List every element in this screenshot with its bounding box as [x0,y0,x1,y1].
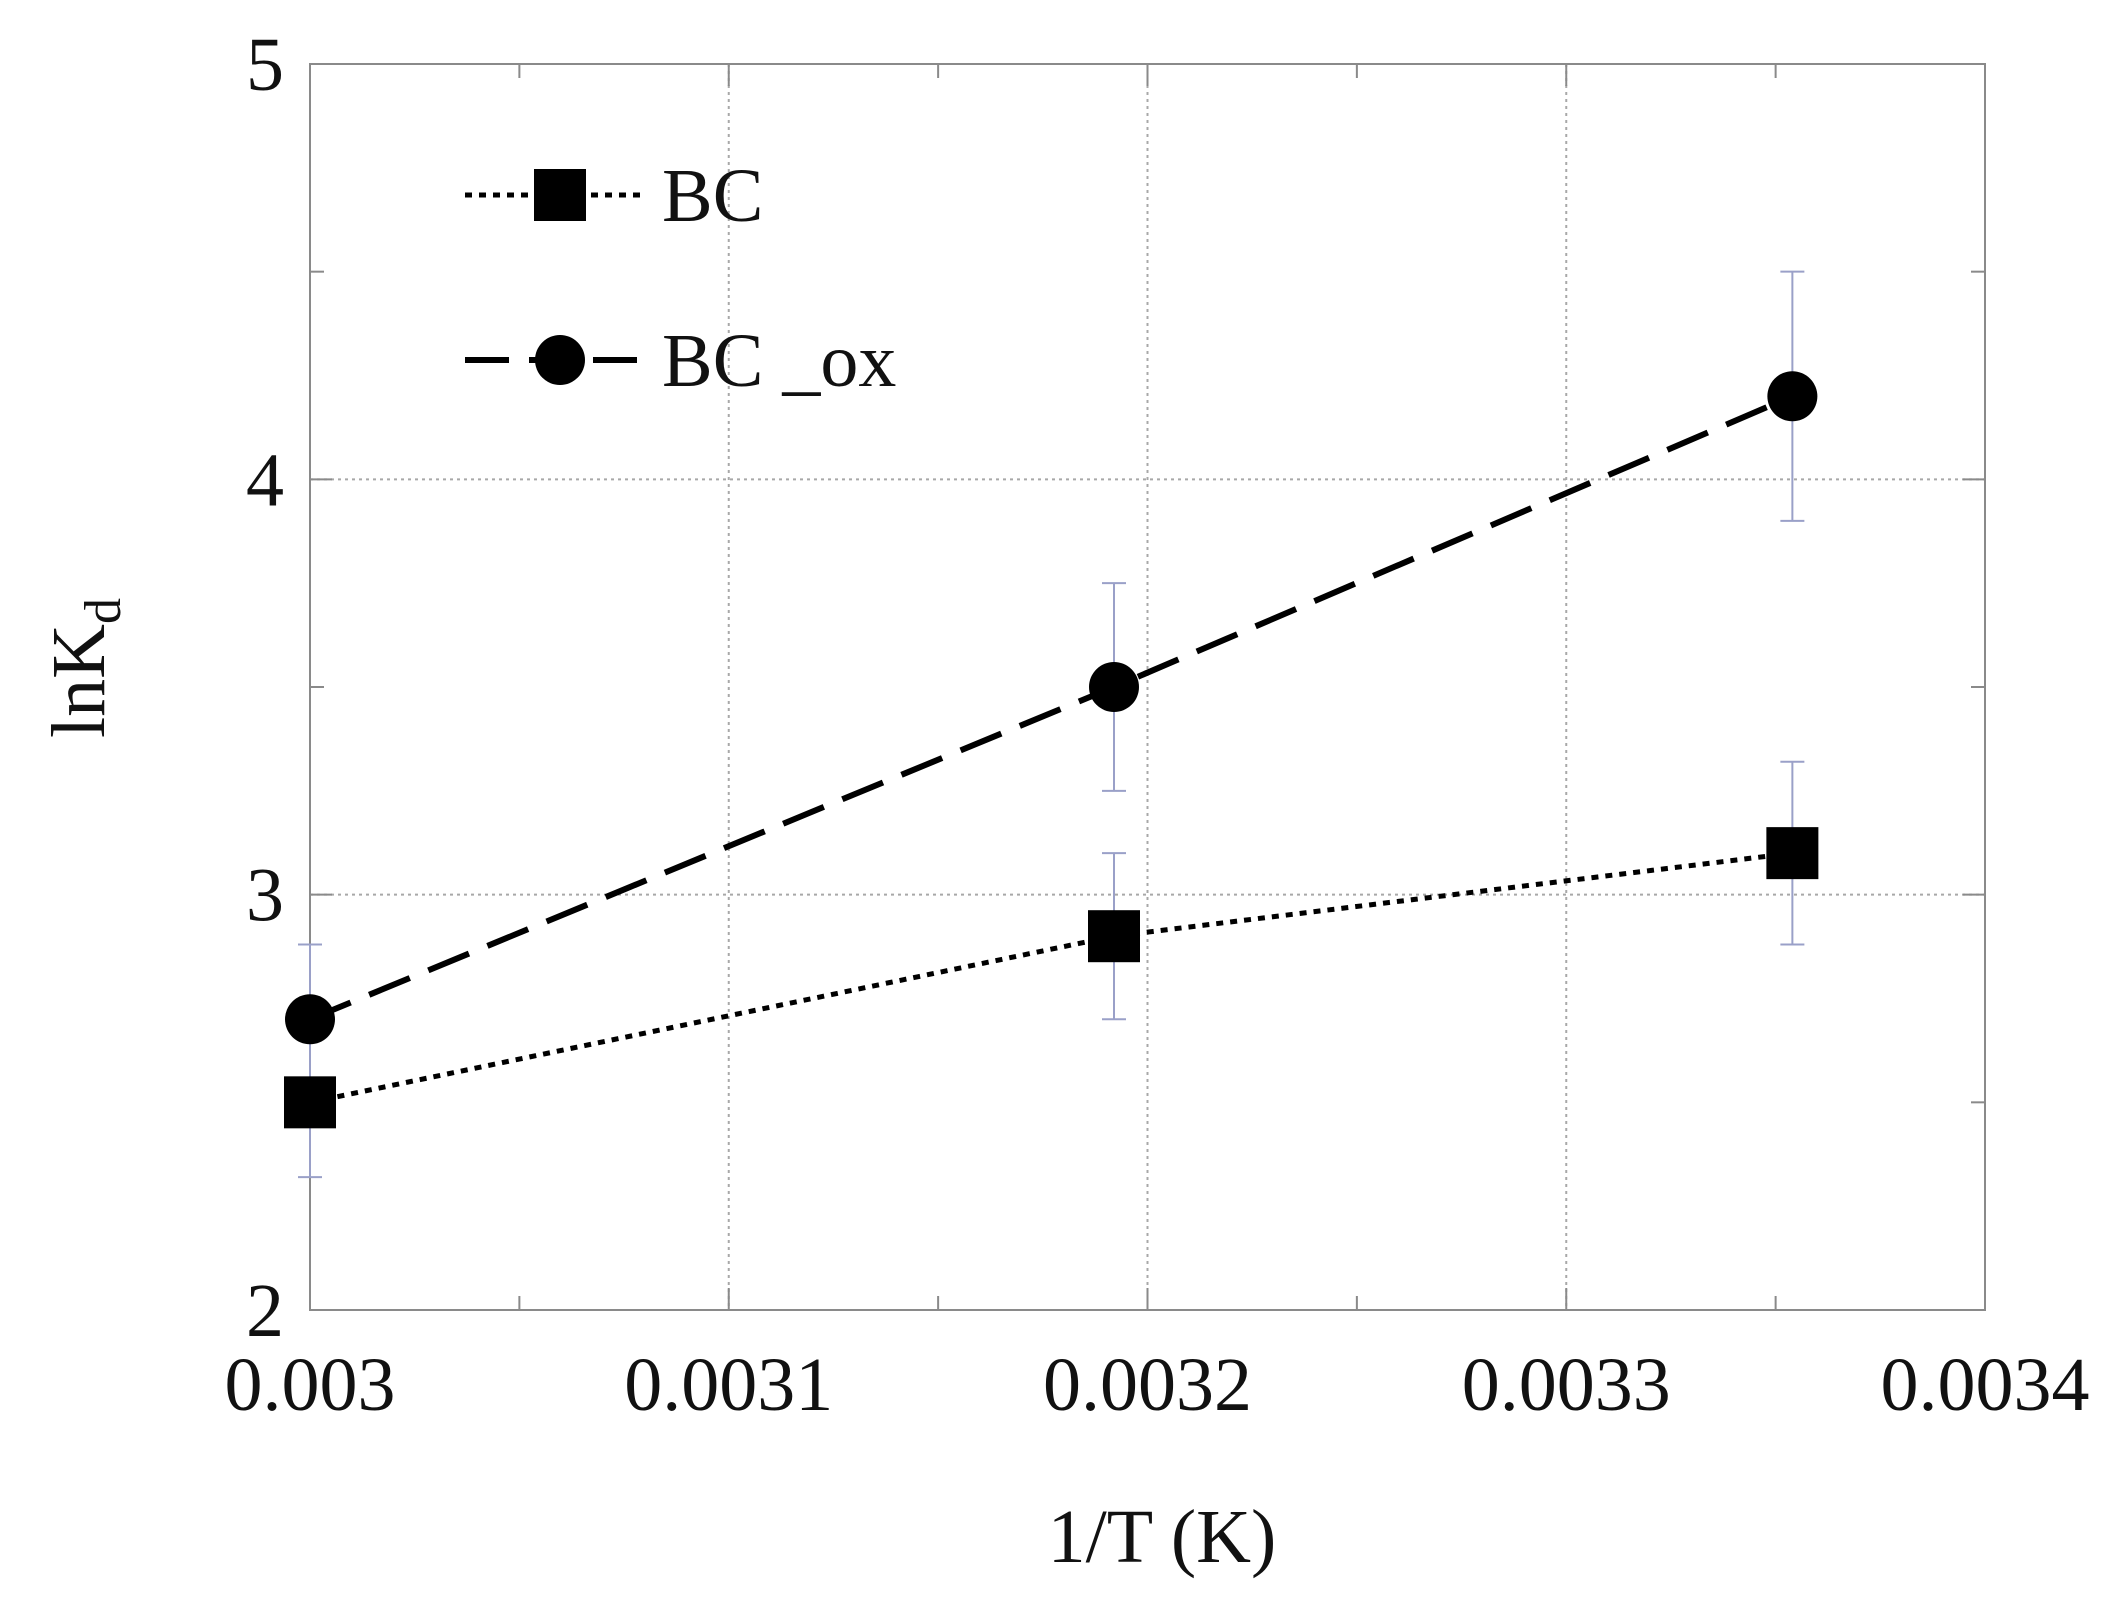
legend: BC BC _ox [465,154,896,403]
x-tick-label: 0.0031 [624,1343,833,1427]
legend-label: BC [662,154,763,238]
data-point [284,1076,336,1129]
y-tick-label: 5 [246,23,284,107]
y-axis-title-subscript: d [75,598,132,624]
y-tick-label: 2 [246,1269,284,1353]
legend-label: BC _ox [662,319,896,403]
y-tick-label: 3 [246,854,284,938]
x-tick-labels: 0.003 0.0031 0.0032 0.0033 0.0034 [225,1343,2090,1427]
data-point [1766,827,1819,880]
x-axis-title: 1/T (K) [1048,1495,1277,1579]
axis-ticks [309,63,1986,1311]
data-point [285,994,335,1045]
x-tick-label: 0.0034 [1881,1343,2090,1427]
y-tick-label: 4 [246,438,284,522]
legend-marker [535,335,585,385]
legend-marker [534,169,586,221]
x-tick-label: 0.003 [225,1343,396,1427]
data-point [1089,662,1139,712]
x-tick-label: 0.0032 [1043,1343,1252,1427]
series-line [309,850,1793,1105]
series-layer [284,270,1819,1179]
y-axis-title-base: lnK [37,624,121,738]
data-point [1088,910,1140,963]
data-point [1767,371,1818,422]
grid [310,64,1985,1310]
y-axis-title: lnKd [37,598,132,738]
x-tick-label: 0.0033 [1462,1343,1671,1427]
y-tick-labels: 2 3 4 5 [246,23,284,1353]
